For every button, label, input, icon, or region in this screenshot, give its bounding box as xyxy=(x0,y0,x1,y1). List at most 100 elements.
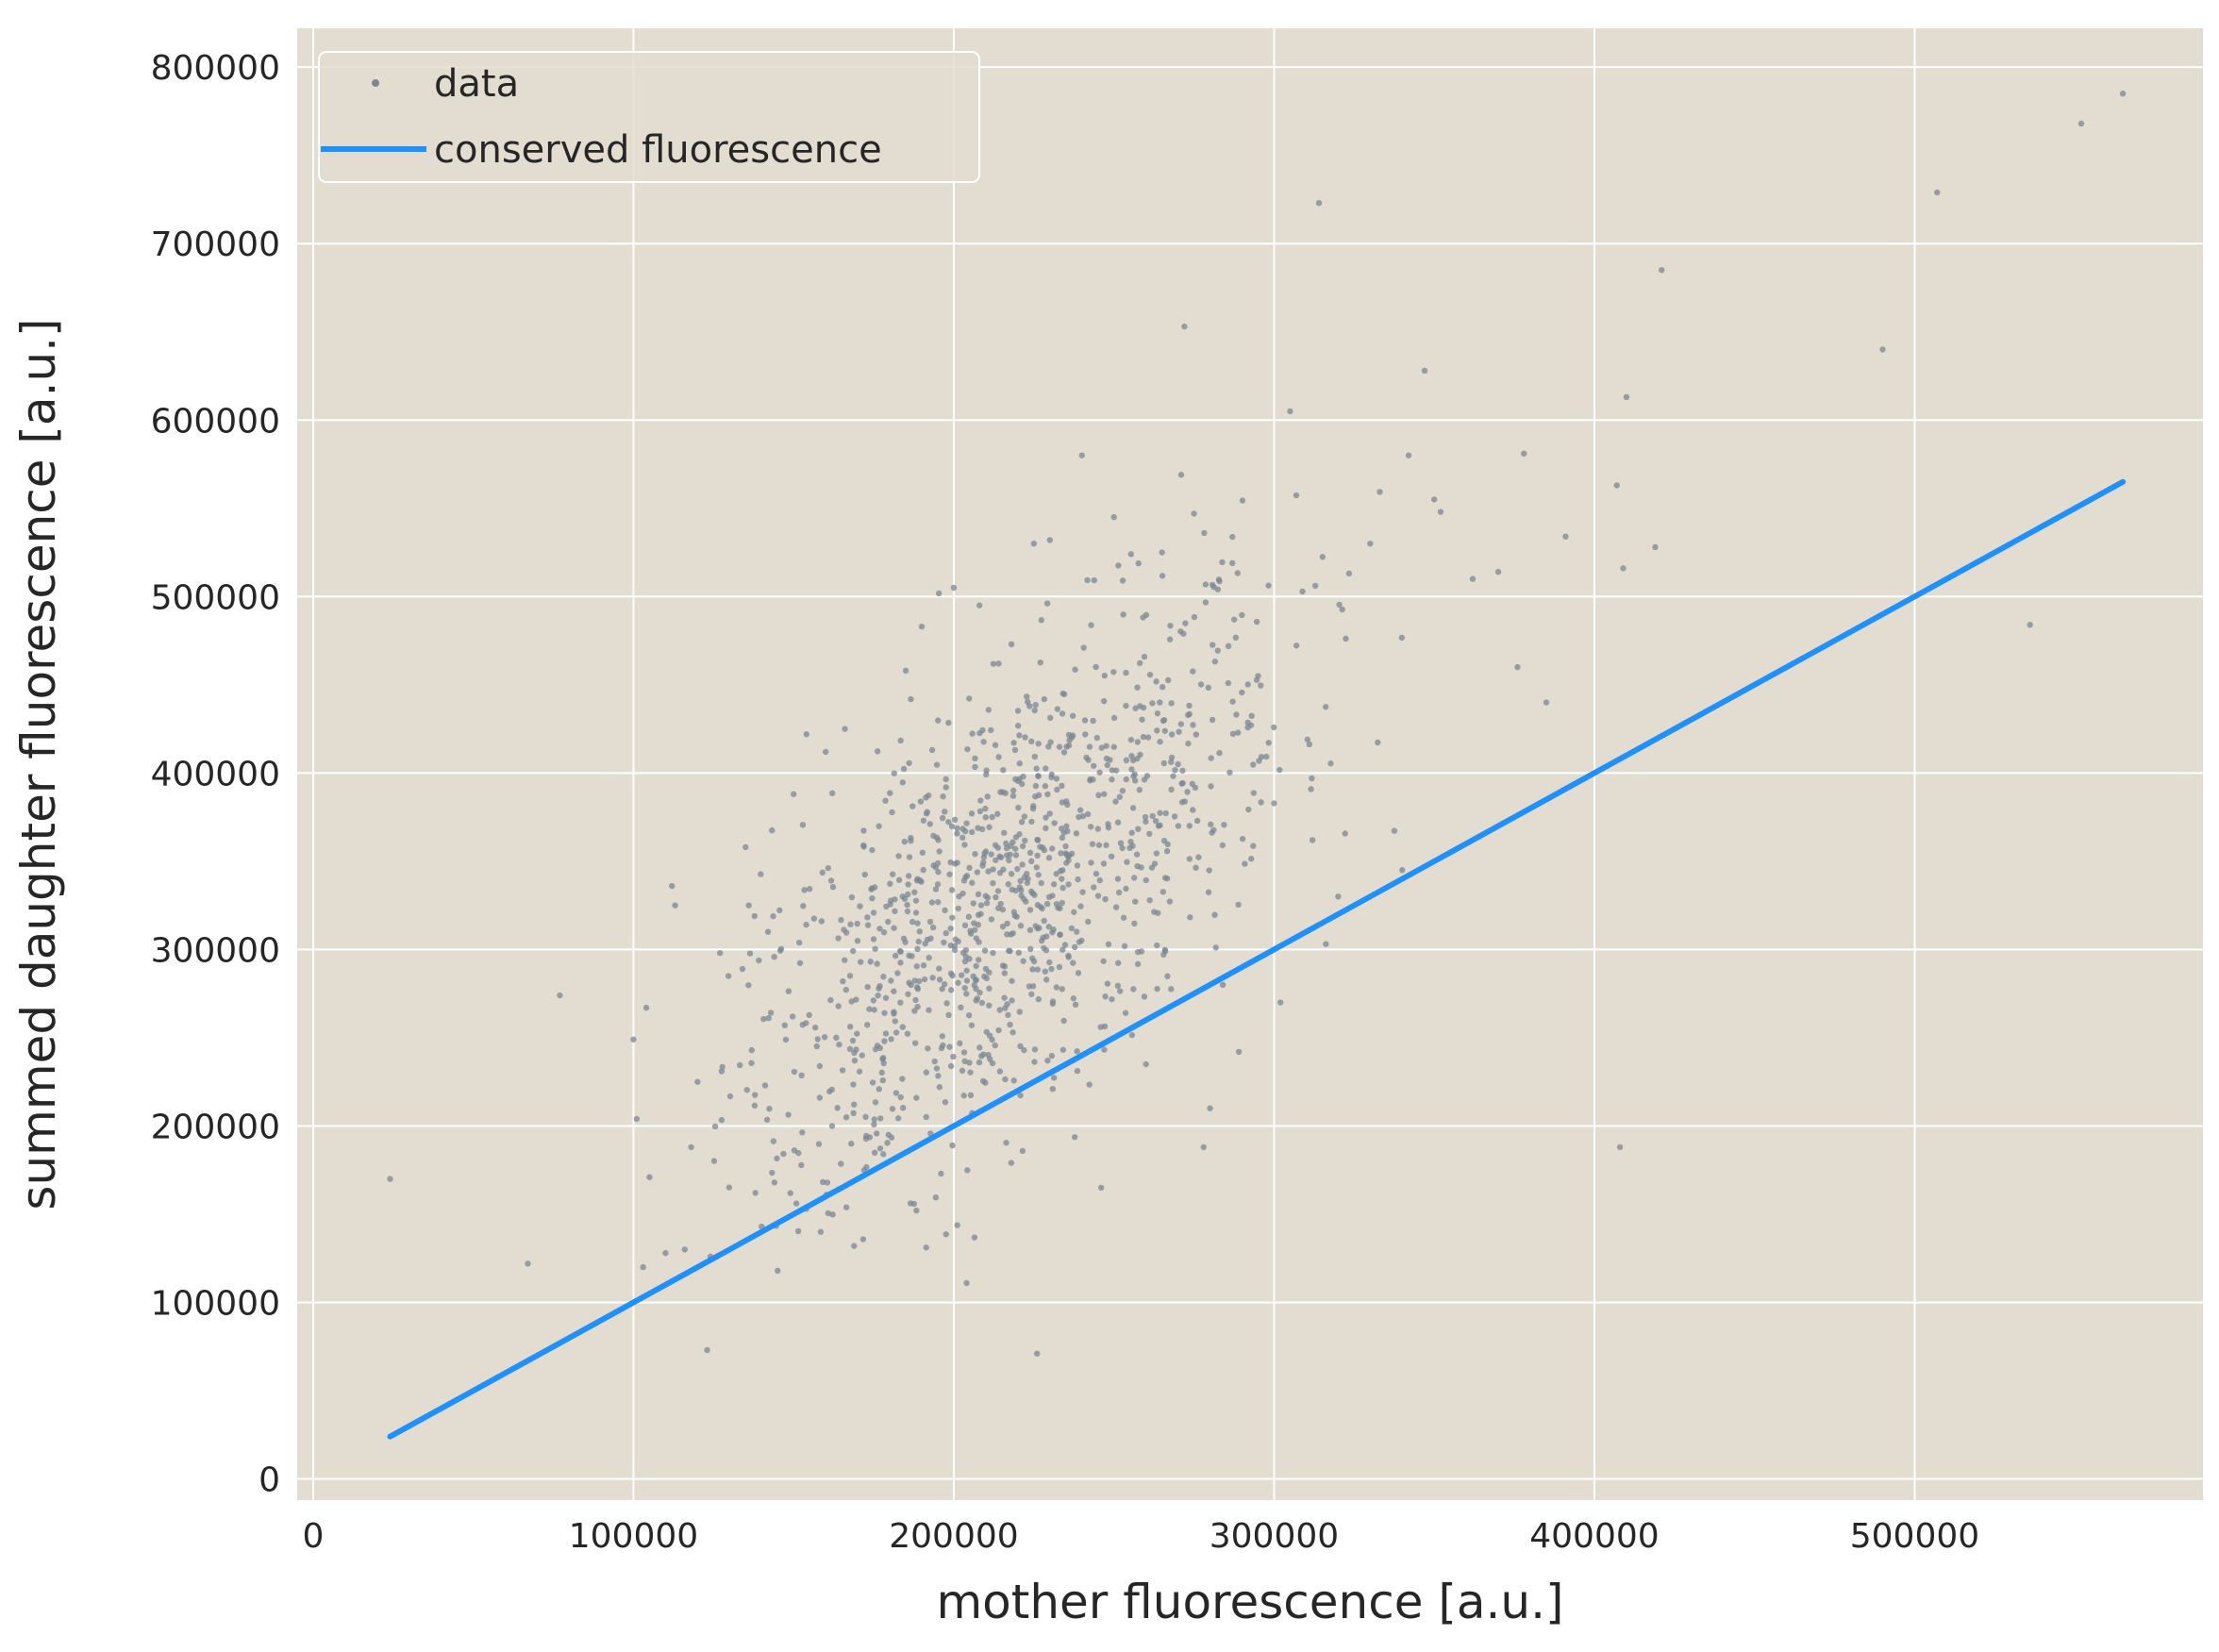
data-point xyxy=(877,1115,884,1122)
data-point xyxy=(950,1053,957,1060)
data-point xyxy=(971,1234,978,1241)
data-point xyxy=(1029,955,1036,962)
data-point xyxy=(1232,634,1240,641)
data-point xyxy=(1029,966,1036,973)
data-point xyxy=(976,939,982,945)
data-point xyxy=(940,793,946,800)
data-point xyxy=(859,1236,867,1243)
data-point xyxy=(930,862,937,869)
data-point xyxy=(1031,753,1039,760)
data-point xyxy=(1128,1031,1136,1039)
data-point xyxy=(922,940,928,947)
data-point xyxy=(1108,853,1115,859)
data-point xyxy=(1195,854,1202,860)
data-point xyxy=(1012,852,1020,859)
data-point xyxy=(1017,1043,1024,1050)
data-point xyxy=(930,832,937,840)
data-point xyxy=(905,881,911,888)
data-point xyxy=(1115,889,1123,896)
data-point xyxy=(1138,948,1145,955)
data-point xyxy=(711,1123,719,1130)
data-point xyxy=(803,731,809,738)
data-point xyxy=(871,1121,877,1128)
data-point xyxy=(791,1068,798,1076)
data-point xyxy=(1934,189,1941,196)
data-point xyxy=(961,922,969,929)
data-point xyxy=(1005,1011,1011,1019)
data-point xyxy=(1119,787,1126,794)
x-tick-label: 0 xyxy=(303,1517,325,1556)
data-point xyxy=(920,962,927,969)
data-point xyxy=(764,928,772,935)
data-point xyxy=(796,959,804,966)
data-point xyxy=(1016,760,1023,767)
data-point xyxy=(923,810,930,817)
data-point xyxy=(1026,849,1034,857)
data-point xyxy=(770,912,776,920)
data-point xyxy=(891,925,897,931)
data-point xyxy=(1130,773,1137,779)
data-point xyxy=(1620,565,1627,572)
data-point xyxy=(874,748,881,755)
data-point xyxy=(1248,856,1255,862)
data-point xyxy=(1154,942,1160,949)
data-point xyxy=(1032,793,1039,800)
data-point xyxy=(1229,730,1237,738)
data-point xyxy=(1122,1010,1129,1016)
data-point xyxy=(1009,977,1015,984)
data-point xyxy=(748,1060,755,1066)
data-point xyxy=(862,1113,869,1121)
data-point xyxy=(1035,995,1043,1003)
data-point xyxy=(1179,767,1186,775)
data-point xyxy=(911,889,918,895)
data-point xyxy=(1186,823,1193,829)
data-point xyxy=(1131,920,1138,927)
data-point xyxy=(935,869,942,876)
data-point xyxy=(1071,909,1077,915)
data-point xyxy=(950,584,958,592)
data-point xyxy=(1016,732,1023,739)
data-point xyxy=(1327,760,1334,767)
data-point xyxy=(818,918,826,925)
data-point xyxy=(897,737,904,744)
data-point xyxy=(913,877,921,884)
data-point xyxy=(1171,813,1178,820)
data-point xyxy=(2119,91,2127,97)
data-point xyxy=(1046,714,1054,722)
data-point xyxy=(948,823,956,830)
data-point xyxy=(1151,860,1159,867)
data-point xyxy=(1072,1001,1079,1009)
data-point xyxy=(917,798,925,805)
data-point xyxy=(716,949,724,957)
data-point xyxy=(1123,669,1129,676)
data-point xyxy=(669,882,676,890)
data-point xyxy=(1054,786,1060,793)
data-point xyxy=(814,1036,821,1043)
data-point xyxy=(1081,717,1089,724)
data-point xyxy=(1057,905,1063,911)
data-point xyxy=(876,926,883,932)
data-point xyxy=(787,1190,793,1196)
data-point xyxy=(1058,850,1064,857)
data-point xyxy=(847,1024,854,1030)
data-point xyxy=(853,996,859,1003)
data-point xyxy=(934,881,942,888)
data-point xyxy=(1026,926,1034,934)
data-point xyxy=(1064,827,1071,835)
data-point xyxy=(973,985,979,993)
data-point xyxy=(947,1062,955,1070)
data-point xyxy=(904,1030,911,1037)
data-point xyxy=(990,866,996,873)
data-point xyxy=(911,1008,918,1014)
data-point xyxy=(1093,870,1100,877)
data-point xyxy=(1399,867,1406,874)
data-point xyxy=(1043,825,1049,832)
data-point xyxy=(777,945,785,952)
data-point xyxy=(882,1030,890,1037)
data-point xyxy=(1112,904,1120,910)
data-point xyxy=(959,1067,966,1075)
data-point xyxy=(1114,819,1122,826)
data-point xyxy=(976,602,983,609)
data-point xyxy=(1032,782,1040,790)
data-point xyxy=(791,791,797,797)
